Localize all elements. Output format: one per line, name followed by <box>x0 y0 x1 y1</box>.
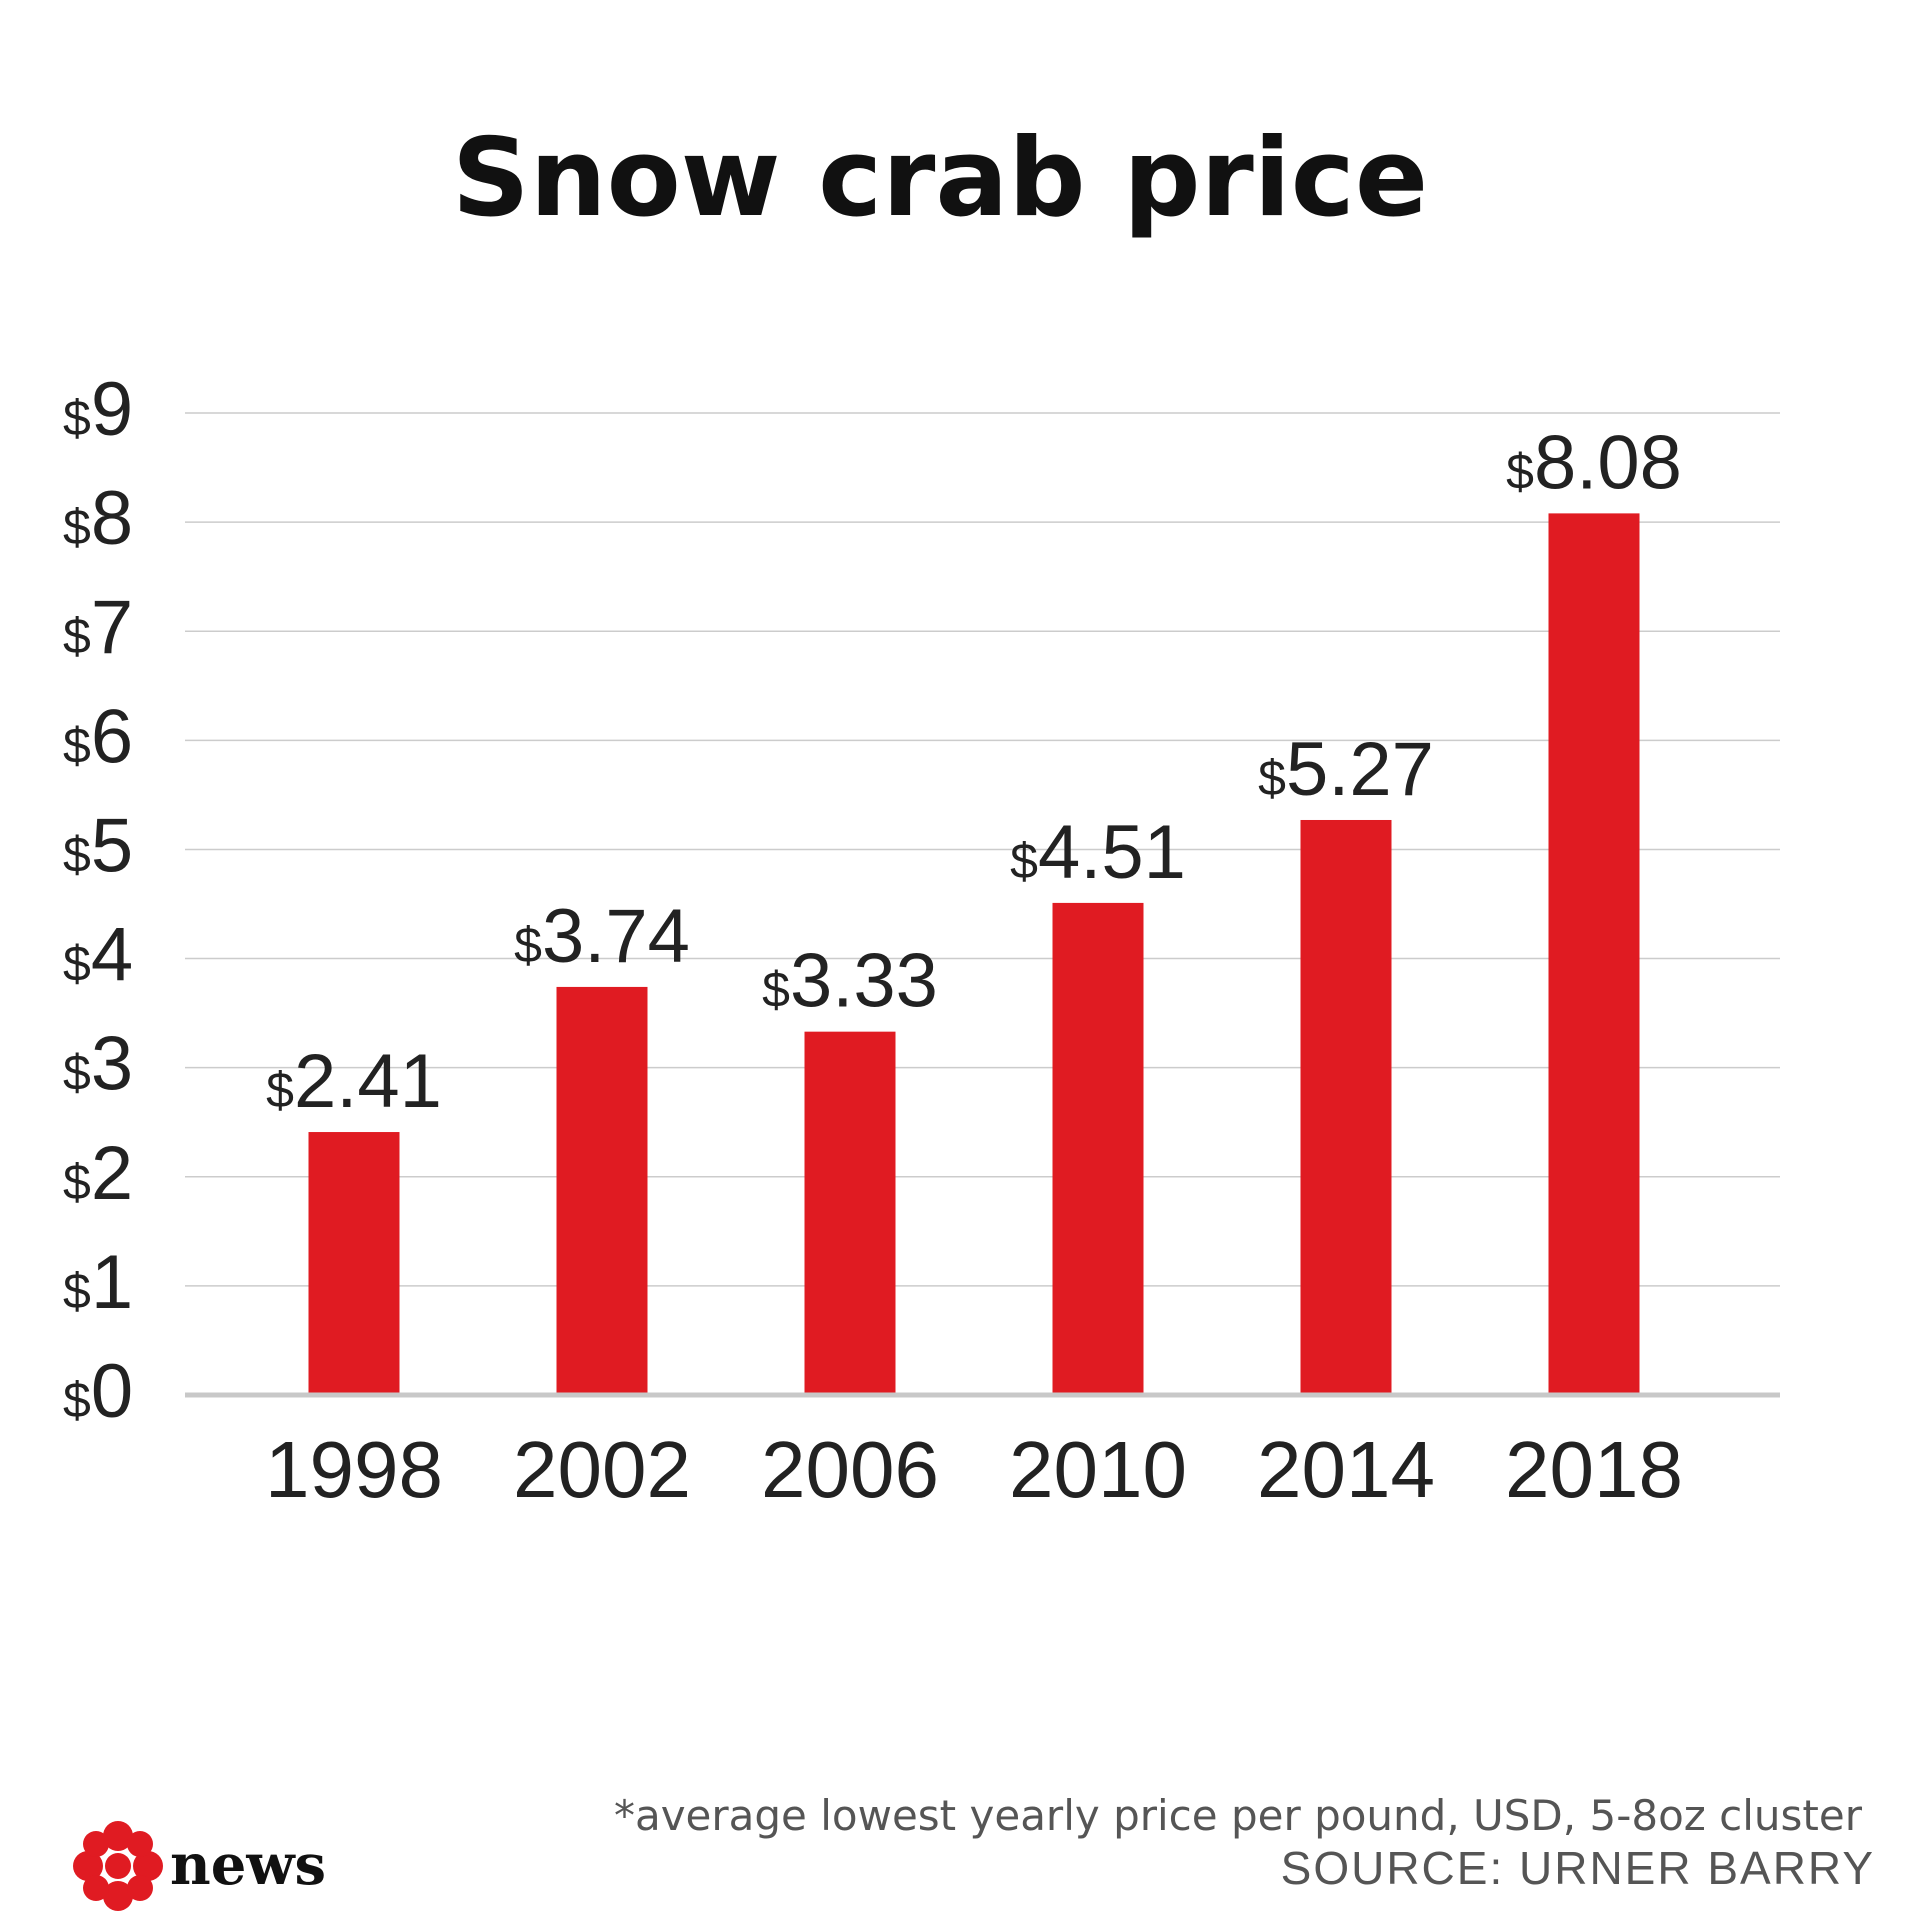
bar-2006 <box>804 1031 896 1395</box>
data-labels: $2.41$3.74$3.33$4.51$5.27$8.08 <box>266 420 1682 1124</box>
chart-title: Snow crab price <box>452 116 1428 241</box>
data-label-currency: $ <box>1506 443 1534 499</box>
cbc-logo: news <box>73 1821 326 1911</box>
y-tick-value: 2 <box>91 1131 133 1216</box>
y-tick-currency: $ <box>63 717 91 773</box>
y-tick-value: 6 <box>91 694 133 779</box>
x-tick-label-1998: 1998 <box>265 1425 443 1514</box>
bar-2018 <box>1548 513 1640 1395</box>
x-tick-label-2006: 2006 <box>761 1425 939 1514</box>
x-tick-label-2010: 2010 <box>1009 1425 1187 1514</box>
y-tick-currency: $ <box>63 936 91 992</box>
y-tick-label: $0 <box>63 1349 133 1434</box>
cbc-gem-icon <box>73 1821 163 1911</box>
y-tick-currency: $ <box>63 1045 91 1101</box>
x-tick-label-2002: 2002 <box>513 1425 691 1514</box>
x-tick-label-2014: 2014 <box>1257 1425 1435 1514</box>
y-tick-label: $3 <box>63 1022 133 1107</box>
data-label-currency: $ <box>1010 833 1038 889</box>
data-label-value: 3.74 <box>542 894 690 979</box>
y-tick-value: 8 <box>91 476 133 561</box>
data-label-value: 3.33 <box>790 939 938 1024</box>
bar-2010 <box>1052 902 1144 1395</box>
bar-2002 <box>556 986 648 1395</box>
y-tick-value: 7 <box>91 585 133 670</box>
y-tick-currency: $ <box>63 499 91 555</box>
source-credit: SOURCE: URNER BARRY <box>1281 1842 1875 1894</box>
bar-1998 <box>308 1132 400 1395</box>
y-tick-currency: $ <box>63 1154 91 1210</box>
y-tick-value: 9 <box>91 367 133 452</box>
y-tick-label: $8 <box>63 476 133 561</box>
data-label-2014: $5.27 <box>1258 727 1434 812</box>
data-label-value: 2.41 <box>294 1039 442 1124</box>
data-label-2018: $8.08 <box>1506 420 1682 505</box>
bars <box>308 513 1640 1395</box>
y-tick-value: 5 <box>91 803 133 888</box>
y-tick-currency: $ <box>63 390 91 446</box>
data-label-2002: $3.74 <box>514 894 690 979</box>
data-label-value: 8.08 <box>1534 420 1682 505</box>
logo-wordmark: news <box>170 1832 326 1898</box>
data-label-value: 5.27 <box>1286 727 1434 812</box>
y-tick-label: $4 <box>63 913 133 998</box>
data-label-currency: $ <box>266 1062 294 1118</box>
y-tick-label: $2 <box>63 1131 133 1216</box>
y-tick-value: 3 <box>91 1022 133 1107</box>
y-tick-currency: $ <box>63 608 91 664</box>
y-tick-currency: $ <box>63 1263 91 1319</box>
data-label-currency: $ <box>1258 750 1286 806</box>
x-tick-label-2018: 2018 <box>1505 1425 1683 1514</box>
data-label-1998: $2.41 <box>266 1039 442 1124</box>
y-tick-label: $7 <box>63 585 133 670</box>
y-tick-value: 1 <box>91 1240 133 1325</box>
data-label-currency: $ <box>762 962 790 1018</box>
y-tick-label: $6 <box>63 694 133 779</box>
y-tick-label: $9 <box>63 367 133 452</box>
y-tick-currency: $ <box>63 1372 91 1428</box>
footnote: *average lowest yearly price per pound, … <box>614 1791 1863 1840</box>
y-tick-label: $5 <box>63 803 133 888</box>
bar-2014 <box>1300 819 1392 1395</box>
x-axis-tick-labels: 1998 2002 2006 2010 2014 2018 <box>265 1425 1683 1514</box>
gridlines <box>185 412 1780 1287</box>
y-tick-label: $1 <box>63 1240 133 1325</box>
data-label-2010: $4.51 <box>1010 810 1186 895</box>
y-tick-currency: $ <box>63 826 91 882</box>
data-label-currency: $ <box>514 917 542 973</box>
y-tick-value: 0 <box>91 1349 133 1434</box>
data-label-2006: $3.33 <box>762 939 938 1024</box>
data-label-value: 4.51 <box>1038 810 1186 895</box>
y-axis-tick-labels: $0$1$2$3$4$5$6$7$8$9 <box>63 367 133 1434</box>
y-tick-value: 4 <box>91 913 133 998</box>
